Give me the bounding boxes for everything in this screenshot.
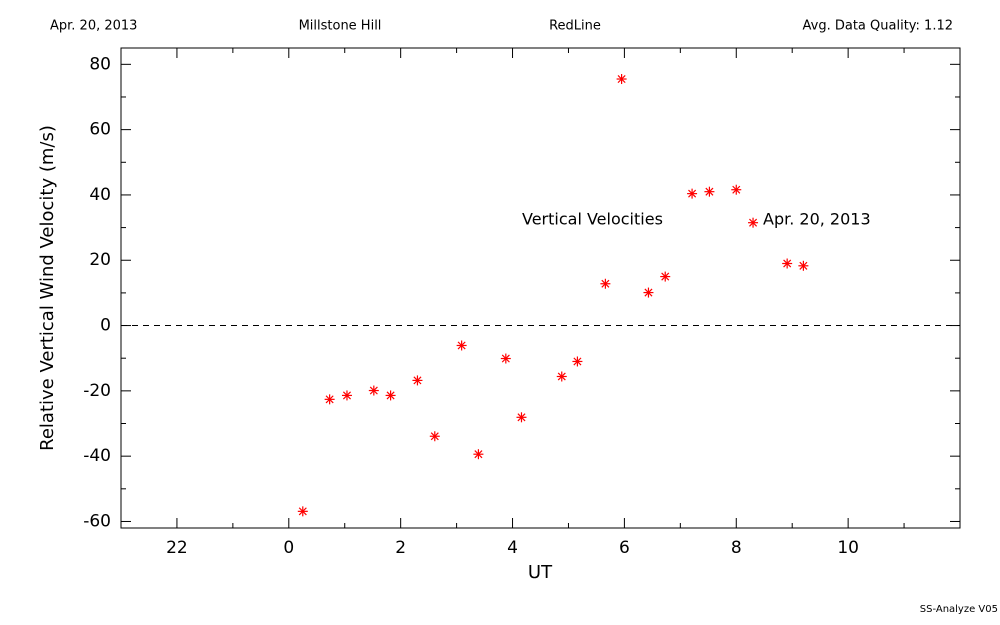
point [456, 340, 467, 351]
annotation: Apr. 20, 2013 [763, 210, 871, 229]
point [429, 431, 440, 442]
point [731, 184, 742, 195]
point-stroke [369, 386, 378, 395]
point-stroke [783, 259, 792, 268]
point-stroke [799, 261, 808, 270]
point-stroke [688, 189, 697, 198]
y-tick-label: 0 [100, 316, 111, 336]
point [368, 385, 379, 396]
point-stroke [732, 185, 741, 194]
x-tick-label: 0 [283, 538, 294, 558]
point [572, 356, 583, 367]
x-tick-label: 10 [837, 538, 859, 558]
point [500, 353, 511, 364]
point-stroke [573, 357, 582, 366]
point-stroke [661, 272, 670, 281]
y-axis-title: Relative Vertical Wind Velocity (m/s) [37, 125, 58, 451]
header-date: Apr. 20, 2013 [50, 19, 137, 34]
point [297, 506, 308, 517]
point [748, 217, 759, 228]
point [516, 412, 527, 423]
point-stroke [601, 279, 610, 288]
point [687, 188, 698, 199]
x-tick-label: 22 [166, 538, 188, 558]
x-tick-label: 4 [507, 538, 518, 558]
point-stroke [474, 450, 483, 459]
point [704, 186, 715, 197]
header-site: Millstone Hill [299, 19, 382, 34]
header-quality: Avg. Data Quality: 1.12 [803, 19, 953, 34]
point [600, 278, 611, 289]
x-tick-label: 2 [395, 538, 406, 558]
point [556, 371, 567, 382]
point-stroke [457, 341, 466, 350]
point [473, 449, 484, 460]
point-stroke [557, 372, 566, 381]
point-stroke [430, 432, 439, 441]
point [385, 390, 396, 401]
point [782, 258, 793, 269]
point [324, 394, 335, 405]
point [341, 390, 352, 401]
point-stroke [705, 187, 714, 196]
footer: SS-Analyze V05 [920, 604, 998, 615]
plot-frame [120, 47, 961, 529]
y-tick-label: -60 [83, 511, 111, 531]
y-tick-label: 40 [89, 185, 111, 205]
y-tick-label: -20 [83, 381, 111, 401]
point-stroke [749, 218, 758, 227]
point [643, 287, 654, 298]
header-line: RedLine [549, 19, 601, 34]
x-axis-title: UT [528, 562, 553, 583]
y-tick-label: 20 [89, 250, 111, 270]
point-stroke [517, 413, 526, 422]
point-stroke [298, 507, 307, 516]
point-stroke [342, 391, 351, 400]
point-stroke [413, 376, 422, 385]
point [616, 74, 627, 85]
point-stroke [325, 395, 334, 404]
point [660, 271, 671, 282]
y-tick-label: 80 [89, 54, 111, 74]
annotation: Vertical Velocities [522, 210, 663, 229]
point-stroke [501, 354, 510, 363]
point-stroke [386, 391, 395, 400]
x-tick-label: 8 [731, 538, 742, 558]
x-tick-label: 6 [619, 538, 630, 558]
point [412, 375, 423, 386]
point [798, 260, 809, 271]
y-tick-label: -40 [83, 446, 111, 466]
y-tick-label: 60 [89, 120, 111, 140]
point-stroke [617, 74, 626, 84]
point-stroke [644, 288, 653, 297]
